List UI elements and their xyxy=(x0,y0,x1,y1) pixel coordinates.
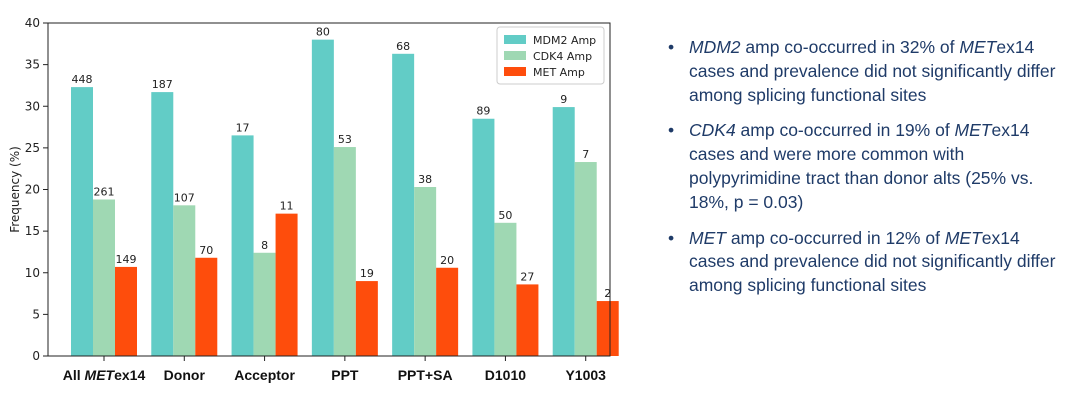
bar-cdk4-amp-1 xyxy=(173,205,196,356)
data-label: 53 xyxy=(338,133,352,146)
bar-mdm2-amp-0 xyxy=(71,87,93,356)
data-label: 17 xyxy=(236,121,250,134)
bar-cdk4-amp-5 xyxy=(494,222,517,356)
bar-met-amp-0 xyxy=(115,266,137,356)
data-label: 27 xyxy=(520,270,534,283)
bullet-marker: • xyxy=(668,120,675,141)
y-tick-label: 10 xyxy=(25,266,40,280)
y-tick-label: 20 xyxy=(25,183,40,197)
italic-gene-text: MDM2 xyxy=(689,37,741,57)
data-label: 68 xyxy=(396,40,410,53)
finding-item: • MDM2 amp co-occurred in 32% of METex14 … xyxy=(668,36,1068,107)
legend-swatch xyxy=(504,35,526,44)
italic-gene-text: MET xyxy=(689,227,726,248)
x-category-label: Y1003 xyxy=(565,367,606,383)
y-axis-label: Frequency (%) xyxy=(8,146,22,233)
data-label: 7 xyxy=(582,148,589,161)
data-label: 38 xyxy=(418,173,432,186)
x-category-label: PPT xyxy=(331,367,359,383)
bar-met-amp-1 xyxy=(195,257,218,356)
x-category-label: Donor xyxy=(164,367,206,383)
y-tick-label: 30 xyxy=(25,99,40,113)
legend-label: MDM2 Amp xyxy=(533,34,596,47)
y-tick-label: 0 xyxy=(32,349,40,363)
bar-cdk4-amp-3 xyxy=(333,147,356,356)
bullet-marker: • xyxy=(668,227,675,248)
bar-mdm2-amp-2 xyxy=(231,135,254,356)
y-tick-label: 40 xyxy=(25,16,40,30)
bar-cdk4-amp-6 xyxy=(574,162,597,356)
data-label: 448 xyxy=(72,73,93,86)
bar-cdk4-amp-2 xyxy=(253,252,276,356)
data-label: 11 xyxy=(280,200,294,213)
finding-text: amp co-occurred in 12% of xyxy=(725,227,945,248)
finding-item: • CDK4 amp co-occurred in 19% of METex14 … xyxy=(668,119,1068,214)
data-label: 261 xyxy=(94,185,115,198)
data-label: 8 xyxy=(261,239,268,252)
findings-list: • MDM2 amp co-occurred in 32% of METex14 … xyxy=(668,36,1068,310)
bar-met-amp-5 xyxy=(516,284,539,356)
bar-cdk4-amp-4 xyxy=(414,187,437,356)
y-tick-label: 15 xyxy=(25,224,40,238)
legend-label: MET Amp xyxy=(533,66,585,79)
italic-gene-text: MET xyxy=(954,120,992,141)
bar-mdm2-amp-4 xyxy=(392,53,415,357)
finding-text: amp co-occurred in 19% of xyxy=(735,120,955,141)
data-label: 187 xyxy=(152,78,173,91)
x-category-label: All METex14 xyxy=(63,367,146,383)
finding-item: • MET amp co-occurred in 12% of METex14 c… xyxy=(668,227,1068,298)
bar-met-amp-3 xyxy=(355,281,378,356)
bullet-marker: • xyxy=(668,37,675,57)
data-label: 2 xyxy=(604,287,611,300)
bar-mdm2-amp-6 xyxy=(552,107,575,357)
y-tick-label: 5 xyxy=(32,307,40,321)
data-label: 50 xyxy=(498,209,512,222)
data-label: 9 xyxy=(560,93,567,106)
x-category-label: D1010 xyxy=(485,367,526,383)
data-label: 89 xyxy=(476,105,490,118)
y-tick-label: 25 xyxy=(25,141,40,155)
legend-swatch xyxy=(504,67,526,76)
italic-gene-text: CDK4 xyxy=(689,120,736,141)
x-category-label: PPT+SA xyxy=(398,367,453,383)
finding-text: ex14 cases and were more common with pol… xyxy=(689,120,1034,212)
data-label: 107 xyxy=(174,191,195,204)
x-category-label: Acceptor xyxy=(234,367,295,383)
data-label: 149 xyxy=(116,253,137,266)
bars-layer: 448 187 17 80 68 89 9 261 107 8 53 38 50 7 149 70 11 19 20… xyxy=(71,26,619,357)
legend-label: CDK4 Amp xyxy=(533,50,592,63)
data-label: 70 xyxy=(199,244,213,257)
bar-met-amp-6 xyxy=(596,301,619,356)
data-label: 20 xyxy=(440,254,454,267)
data-label: 19 xyxy=(360,267,374,280)
italic-gene-text: MET xyxy=(959,37,997,57)
bar-mdm2-amp-1 xyxy=(151,92,174,356)
legend-swatch xyxy=(504,51,526,60)
finding-text: ex14 cases and prevalence did not signif… xyxy=(689,37,1056,105)
legend: MDM2 Amp CDK4 Amp MET Amp xyxy=(496,26,605,85)
bar-met-amp-4 xyxy=(436,267,459,356)
italic-gene-text: MET xyxy=(944,227,982,248)
bar-cdk4-amp-0 xyxy=(93,199,115,356)
bar-met-amp-2 xyxy=(275,213,298,356)
data-label: 80 xyxy=(316,26,330,39)
y-tick-label: 35 xyxy=(25,58,40,72)
bar-mdm2-amp-5 xyxy=(472,118,495,356)
finding-text: ex14 cases and prevalence did not signif… xyxy=(689,227,1056,296)
axes-layer: 0 5 10 15 20 25 30 35 40 Frequency (%) All METex14… xyxy=(8,16,611,383)
bar-mdm2-amp-3 xyxy=(311,39,334,357)
finding-text: amp co-occurred in 32% of xyxy=(740,37,960,57)
